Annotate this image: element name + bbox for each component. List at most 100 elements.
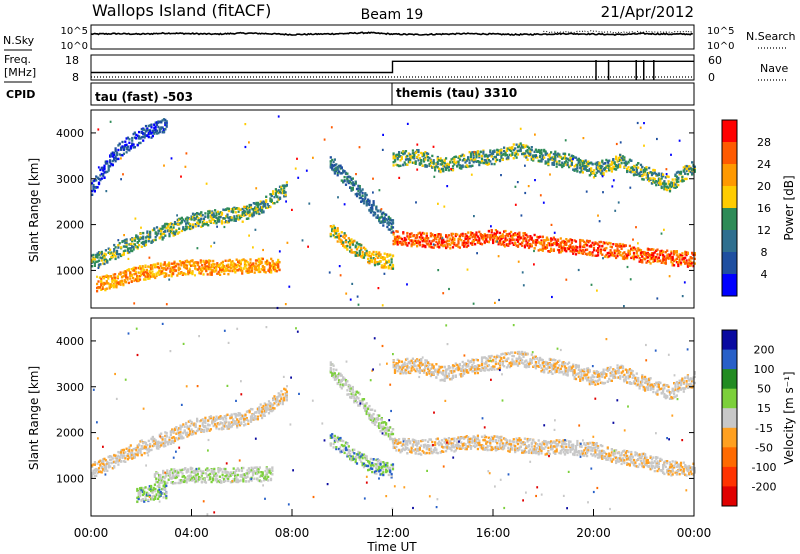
power-scatter-layer: [91, 115, 696, 310]
echo-cell: [588, 253, 591, 257]
echo-cell: [225, 268, 229, 271]
echo-cell: [552, 161, 555, 164]
echo-cell: [365, 204, 368, 207]
echo-cell: [272, 262, 276, 265]
echo-cell: [192, 475, 195, 478]
echo-cell: [561, 248, 564, 251]
echo-cell: [471, 151, 474, 154]
echo-cell: [242, 267, 245, 270]
echo-cell: [599, 249, 602, 253]
echo-cell: [238, 208, 242, 212]
echo-cell: [674, 173, 677, 176]
echo-cell: [552, 242, 555, 245]
echo-cell: [120, 449, 123, 452]
echo-cell: [440, 163, 444, 166]
echo-cell: [246, 268, 249, 271]
frequency-panel-frame: [90, 54, 695, 81]
echo-cell: [307, 245, 309, 248]
echo-cell: [105, 280, 108, 283]
echo-cell: [387, 221, 390, 224]
echo-cell: [270, 271, 273, 274]
echo-cell: [168, 229, 171, 233]
echo-cell: [212, 265, 215, 268]
echo-cell: [588, 251, 591, 254]
echo-cell: [574, 245, 578, 248]
echo-cell: [185, 225, 188, 228]
echo-cell: [128, 456, 131, 459]
echo-cell: [390, 225, 393, 228]
echo-cell: [264, 474, 267, 477]
echo-cell: [458, 246, 461, 249]
echo-cell: [579, 244, 582, 247]
echo-cell: [197, 222, 200, 225]
echo-cell: [429, 160, 432, 164]
echo-cell: [238, 268, 241, 271]
echo-cell: [572, 245, 575, 248]
echo-cell: [100, 250, 103, 254]
echo-cell: [545, 236, 549, 239]
echo-cell: [201, 424, 204, 427]
echo-cell: [464, 165, 467, 168]
echo-cell: [613, 165, 616, 168]
echo-cell: [196, 247, 199, 250]
echo-cell: [333, 171, 336, 174]
echo-cell: [474, 243, 477, 246]
echo-cell: [238, 480, 241, 483]
echo-cell: [175, 228, 178, 232]
echo-cell: [347, 175, 350, 178]
echo-cell: [212, 416, 215, 419]
echo-cell: [395, 163, 398, 166]
echo-cell: [223, 415, 226, 418]
echo-cell: [472, 234, 475, 237]
echo-cell: [184, 480, 187, 483]
echo-cell: [335, 169, 338, 173]
echo-cell: [586, 248, 589, 251]
echo-cell: [172, 441, 175, 444]
echo-cell: [126, 269, 129, 272]
echo-cell: [180, 469, 183, 472]
echo-cell: [523, 232, 526, 235]
echo-cell: [548, 156, 551, 159]
echo-cell: [592, 246, 596, 250]
echo-cell: [133, 279, 136, 282]
echo-cell: [112, 286, 115, 289]
echo-cell: [386, 219, 389, 222]
echo-cell: [245, 480, 248, 483]
echo-cell: [376, 261, 379, 264]
echo-cell: [378, 216, 381, 219]
echo-cell: [543, 239, 546, 242]
echo-cell: [597, 163, 600, 166]
echo-cell: [411, 156, 414, 159]
echo-cell: [619, 159, 622, 162]
echo-cell: [367, 198, 370, 201]
echo-cell: [93, 463, 96, 466]
echo-cell: [440, 241, 444, 244]
echo-cell: [461, 159, 464, 162]
echo-cell: [143, 446, 146, 449]
echo-cell: [644, 170, 647, 173]
echo-cell: [679, 261, 683, 264]
echo-cell: [132, 242, 135, 246]
echo-cell: [668, 188, 672, 191]
echo-cell: [162, 263, 165, 266]
echo-cell: [539, 194, 542, 197]
echo-cell: [209, 428, 212, 431]
echo-cell: [486, 233, 489, 237]
echo-cell: [210, 470, 213, 473]
echo-cell: [399, 236, 402, 240]
echo-cell: [223, 425, 226, 428]
echo-cell: [144, 443, 148, 446]
echo-cell: [584, 252, 587, 256]
echo-cell: [109, 161, 112, 164]
echo-cell: [609, 166, 612, 170]
echo-cell: [490, 152, 493, 155]
echo-cell: [172, 272, 175, 275]
echo-cell: [218, 480, 221, 484]
echo-cell: [222, 417, 225, 420]
echo-cell: [501, 242, 504, 246]
echo-cell: [129, 277, 132, 280]
echo-cell: [659, 259, 662, 262]
echo-cell: [136, 454, 139, 457]
echo-cell: [163, 476, 166, 479]
